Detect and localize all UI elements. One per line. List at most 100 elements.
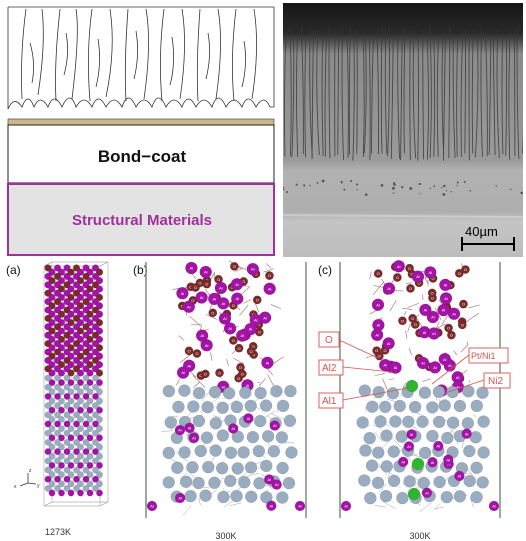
aluminium-atom-label: Al bbox=[448, 363, 452, 368]
oxygen-atom-label: O bbox=[232, 338, 235, 343]
bondcoat-atom bbox=[96, 490, 102, 496]
sem-pore bbox=[356, 183, 358, 185]
oxygen-atom-label: O bbox=[194, 285, 197, 290]
nickel-atom bbox=[187, 400, 199, 412]
aluminium-atom-label: Al bbox=[387, 341, 391, 346]
nickel-atom bbox=[396, 431, 408, 443]
aluminium-atom-label: Al bbox=[424, 307, 428, 312]
oxygen-atom-label: O bbox=[249, 349, 252, 354]
nickel-atom bbox=[202, 461, 214, 473]
oxygen-atom-label: O bbox=[411, 316, 414, 321]
nickel-atom bbox=[262, 430, 274, 442]
axis-y-label: y bbox=[37, 483, 40, 489]
nickel-atom bbox=[478, 447, 490, 459]
aluminium-atom-label: Al bbox=[387, 286, 391, 291]
aluminium-atom-label: Al bbox=[266, 360, 270, 365]
nickel-atom bbox=[364, 492, 376, 504]
sem-pore bbox=[286, 191, 288, 193]
aluminium-atom-label: Al bbox=[205, 343, 209, 348]
oxygen-atom-label: O bbox=[464, 267, 467, 272]
sem-pore bbox=[296, 184, 298, 186]
nickel-atom bbox=[426, 430, 438, 442]
nickel-atom bbox=[389, 415, 401, 427]
nickel-atom bbox=[231, 490, 243, 502]
nickel-atom bbox=[193, 477, 205, 489]
aluminium-atom-label: Al bbox=[268, 286, 272, 291]
aluminium-atom-label: Al bbox=[444, 283, 448, 288]
nickel-atom bbox=[471, 462, 483, 474]
nickel-atom bbox=[224, 475, 236, 487]
aluminium-atom-label: Al bbox=[377, 323, 381, 328]
nickel-atom bbox=[433, 386, 445, 398]
sem-pore bbox=[443, 193, 446, 196]
bondcoat-atom bbox=[58, 490, 64, 496]
nickel-atom bbox=[180, 476, 192, 488]
oxygen-atom-label: O bbox=[187, 348, 190, 353]
aluminium-atom-label: Al bbox=[394, 365, 398, 370]
aluminium-atom-label: Al bbox=[275, 482, 279, 487]
nickel-atom bbox=[201, 432, 213, 444]
nickel-atom bbox=[441, 432, 453, 444]
oxygen-atom-label: O bbox=[195, 351, 198, 356]
nickel-atom bbox=[373, 386, 385, 398]
nickel-atom bbox=[419, 387, 431, 399]
nickel-atom bbox=[477, 387, 489, 399]
nickel-atom bbox=[253, 477, 265, 489]
nickel-atom bbox=[372, 477, 384, 489]
nickel-atom bbox=[193, 415, 205, 427]
oxygen-atom-label: O bbox=[211, 310, 214, 315]
aluminium-atom-label: Al bbox=[254, 318, 258, 323]
aluminium-atom-label: Al bbox=[401, 459, 405, 464]
oxygen-atom-label: O bbox=[233, 264, 236, 269]
bondcoat-atom bbox=[49, 490, 55, 496]
nickel-atom bbox=[255, 387, 267, 399]
nickel-atom bbox=[245, 491, 257, 503]
aluminium-atom-label: Al bbox=[247, 416, 251, 421]
nickel-atom bbox=[396, 492, 408, 504]
nickel-atom bbox=[238, 476, 250, 488]
oxygen-atom-label: O bbox=[237, 346, 240, 351]
sem-pore bbox=[393, 192, 394, 193]
sem-pore bbox=[433, 185, 435, 187]
aluminium-atom-label: Al bbox=[221, 301, 225, 306]
nickel-atom bbox=[283, 477, 295, 489]
nickel-atom bbox=[245, 461, 257, 473]
sem-pore bbox=[419, 193, 420, 194]
nickel-atom bbox=[402, 416, 414, 428]
nickel-atom bbox=[387, 387, 399, 399]
oxygen-atom-label: O bbox=[462, 302, 465, 307]
oxygen-atom-label: O bbox=[239, 365, 242, 370]
nickel-atom bbox=[239, 387, 251, 399]
aluminium-atom-label: Al bbox=[421, 361, 425, 366]
nickel-atom bbox=[172, 401, 184, 413]
aluminium-atom-label: Al bbox=[425, 490, 429, 495]
nickel-atom bbox=[208, 477, 220, 489]
oxygen-atom-label: O bbox=[198, 280, 201, 285]
oxygen-atom-label: O bbox=[458, 271, 461, 276]
nickel-atom bbox=[380, 490, 392, 502]
sem-pore bbox=[419, 183, 421, 185]
sem-pore bbox=[446, 190, 447, 191]
aluminium-atom-label: Al bbox=[492, 504, 496, 509]
aluminium-atom-label: Al bbox=[235, 296, 239, 301]
nickel-atom bbox=[359, 385, 371, 397]
axis-z-label: z bbox=[29, 468, 32, 474]
nickel-atom bbox=[434, 476, 446, 488]
aluminium-atom-label: Al bbox=[437, 444, 441, 449]
aluminium-atom-label: Al bbox=[249, 327, 253, 332]
nickel-atom bbox=[270, 385, 282, 397]
nickel-atom bbox=[277, 400, 289, 412]
nickel-atom bbox=[276, 431, 288, 443]
sem-pore bbox=[341, 182, 343, 184]
nickel-atom bbox=[394, 400, 406, 412]
nickel-atom bbox=[276, 491, 288, 503]
oxygen-atom-label: O bbox=[450, 333, 453, 338]
platinum-atom bbox=[406, 380, 418, 392]
sem-pore bbox=[401, 186, 403, 188]
aluminium-atom-label: Al bbox=[452, 311, 456, 316]
aluminium-atom-label: Al bbox=[187, 304, 191, 309]
sem-micrograph: 40µm bbox=[283, 3, 523, 257]
aluminium-atom-label: Al bbox=[458, 474, 462, 479]
nickel-atom bbox=[433, 416, 445, 428]
aluminium-atom-label: Al bbox=[190, 266, 194, 271]
